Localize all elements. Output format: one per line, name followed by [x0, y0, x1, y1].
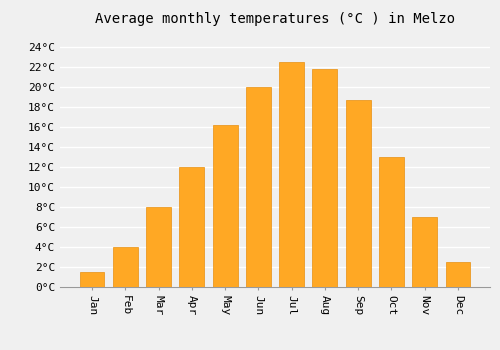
Bar — [379, 157, 404, 287]
Title: Average monthly temperatures (°C ) in Melzo: Average monthly temperatures (°C ) in Me… — [95, 12, 455, 26]
Bar — [446, 262, 470, 287]
Bar — [246, 86, 271, 287]
Bar — [80, 272, 104, 287]
Bar — [146, 207, 171, 287]
Bar — [180, 167, 204, 287]
Bar — [279, 62, 304, 287]
Bar — [212, 125, 238, 287]
Bar — [412, 217, 437, 287]
Bar — [312, 69, 338, 287]
Bar — [346, 100, 370, 287]
Bar — [113, 247, 138, 287]
